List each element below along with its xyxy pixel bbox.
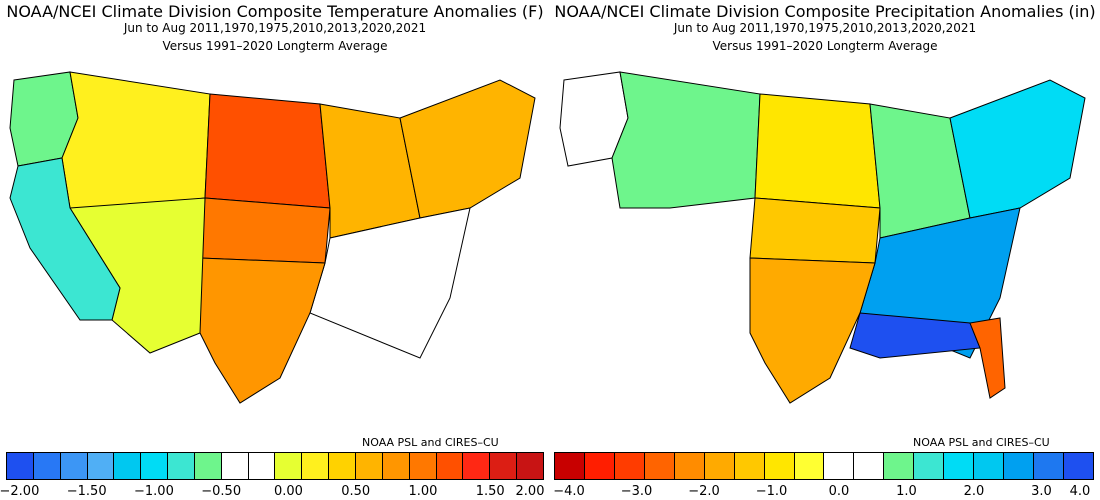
temperature-region-central-plains [199,197,331,264]
precipitation-colorbar-tick-label: 3.0 [1031,484,1052,499]
temperature-colorbar-swatch [141,453,169,479]
temperature-subtitle2: Versus 1991–2020 Longterm Average [162,39,388,53]
temperature-colorbar-tick-label: 0.50 [341,484,371,499]
temperature-colorbar-swatch [355,453,383,479]
temperature-colorbar-swatch [517,453,543,479]
precipitation-map [559,71,1086,404]
precipitation-colorbar-tick-label: 2.0 [963,484,985,499]
precipitation-colorbar-swatch [674,453,705,479]
precipitation-colorbar-swatch [644,453,675,479]
temperature-colorbar-swatch [302,453,330,479]
temperature-colorbar-tick-label: 1.50 [475,484,505,499]
temperature-colorbar-swatch [168,453,195,479]
precipitation-colorbar-swatch [584,453,615,479]
precipitation-colorbar-swatch [734,453,765,479]
temperature-colorbar-tick-label: −1.50 [66,484,107,499]
temperature-colorbar [6,452,544,480]
temperature-colorbar-tick-label: −2.00 [0,484,40,499]
precipitation-colorbar-tick-label: −3.0 [620,484,653,499]
temperature-panel: NOAA/NCEI Climate Division Composite Tem… [0,2,545,499]
temperature-colorbar-swatch [409,453,437,479]
precipitation-colorbar-swatch [704,453,735,479]
temperature-credit: NOAA PSL and CIRES–CU [362,436,499,449]
precipitation-colorbar-swatch [884,453,915,479]
temperature-colorbar-swatch [248,453,276,479]
precipitation-region-southern-plains [749,257,876,404]
temperature-subtitle: Jun to Aug 2011,1970,1975,2010,2013,2020… [123,21,427,35]
precipitation-colorbar-swatch [1063,453,1093,479]
temperature-colorbar-swatch [382,453,410,479]
temperature-region-northeast [399,79,536,219]
precipitation-subtitle: Jun to Aug 2011,1970,1975,2010,2013,2020… [673,21,977,35]
temperature-colorbar-tick-label: 0.00 [273,484,303,499]
precipitation-region-florida [969,317,1006,399]
temperature-colorbar-swatch [463,453,491,479]
temperature-colorbar-tick-label: 2.00 [515,484,545,499]
precipitation-region-northeast [949,79,1086,219]
temperature-colorbar-swatch [329,453,356,479]
precipitation-colorbar-swatch [824,453,855,479]
precipitation-colorbar-tick-label: 0.0 [828,484,850,499]
precipitation-colorbar-swatch [854,453,885,479]
temperature-colorbar-tick-label: −1.00 [134,484,174,499]
precipitation-title: NOAA/NCEI Climate Division Composite Pre… [554,2,1096,21]
temperature-title: NOAA/NCEI Climate Division Composite Tem… [6,2,544,21]
precipitation-colorbar [554,452,1094,480]
precipitation-colorbar-swatch [1004,453,1034,479]
precipitation-colorbar-tick-label: 1.0 [896,484,917,499]
temperature-region-northern-rockies [61,71,211,209]
precipitation-colorbar-swatch [614,453,645,479]
temperature-map [9,71,536,404]
precipitation-colorbar-swatch [944,453,975,479]
precipitation-credit: NOAA PSL and CIRES–CU [913,436,1050,449]
temperature-region-california [9,157,121,321]
temperature-region-northern-plains [204,93,331,209]
precipitation-colorbar-swatch [914,453,945,479]
precipitation-panel: NOAA/NCEI Climate Division Composite Pre… [550,0,1100,500]
temperature-colorbar-tick-label: 1.00 [408,484,438,499]
precipitation-colorbar-swatch [974,453,1005,479]
precipitation-region-gulf-coast [849,312,981,359]
temperature-colorbar-swatch [60,453,88,479]
precipitation-region-northern-rockies [611,71,761,209]
temperature-colorbar-swatch [114,453,142,479]
precipitation-colorbar-swatch [794,453,825,479]
temperature-colorbar-swatch [221,453,249,479]
temperature-colorbar-swatch [87,453,115,479]
temperature-colorbar-swatch [33,453,61,479]
temperature-colorbar-swatch [275,453,303,479]
temperature-colorbar-swatch [490,453,518,479]
temperature-colorbar-tick-label: −0.50 [201,484,242,499]
precipitation-colorbar-tick-label: −1.0 [755,484,788,499]
precipitation-colorbar-swatch [1034,453,1064,479]
precipitation-region-northern-plains [754,93,881,209]
precipitation-colorbar-swatch [555,453,585,479]
precipitation-colorbar-tick-label: −2.0 [688,484,720,499]
temperature-colorbar-swatch [194,453,222,479]
precipitation-colorbar-swatch [764,453,795,479]
precipitation-region-central-plains [749,197,881,264]
precipitation-subtitle2: Versus 1991–2020 Longterm Average [712,39,938,53]
temperature-colorbar-swatch [436,453,464,479]
precipitation-colorbar-tick-label: −4.0 [553,484,585,499]
precipitation-colorbar-tick-label: 4.0 [1069,484,1091,499]
temperature-colorbar-swatch [7,453,34,479]
temperature-region-southern-plains [199,257,326,404]
